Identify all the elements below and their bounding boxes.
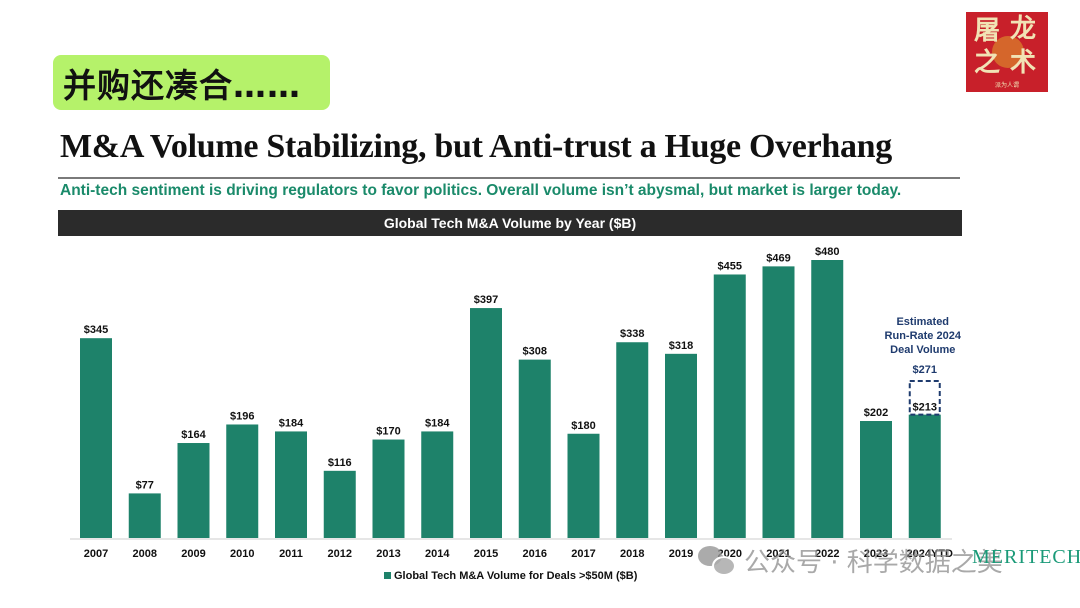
bar-value-label: $480: [815, 246, 839, 258]
x-tick-label: 2022: [815, 548, 839, 560]
legend-swatch: [384, 572, 391, 579]
bar-value-label: $308: [523, 346, 547, 358]
chart-title: Global Tech M&A Volume by Year ($B): [383, 215, 637, 231]
x-tick-label: 2016: [523, 548, 547, 560]
x-tick-label: 2008: [133, 548, 157, 560]
bar: [226, 424, 259, 538]
logo-emblem-icon: [992, 36, 1024, 68]
bar-value-label: $164: [181, 429, 206, 441]
x-tick-label: 2017: [571, 548, 595, 560]
bar-value-label: $184: [279, 417, 304, 429]
bar-value-label: $338: [620, 328, 644, 340]
bar: [470, 308, 502, 538]
x-tick-label: 2012: [328, 548, 352, 560]
legend-label: Global Tech M&A Volume for Deals >$50M (…: [394, 570, 638, 582]
bar-value-label: $318: [669, 340, 693, 352]
slide-title: M&A Volume Stabilizing, but Anti-trust a…: [60, 128, 892, 165]
title-divider: [58, 177, 960, 179]
bar-value-label: $170: [376, 426, 400, 438]
logo-char: 屠: [974, 16, 1001, 46]
bar-chart: $345 2007 $77 2008 $164 2009 $196 2010 $184 2011 $…: [70, 246, 962, 582]
bar-value-label: $455: [718, 260, 742, 272]
logo-char: 术: [1010, 48, 1037, 78]
x-tick-label: 2024YTD: [907, 548, 954, 560]
x-tick-label: 2007: [84, 548, 108, 560]
wechat-icon: [698, 545, 736, 576]
watermark: 公众号 · 科学数据之美: [698, 542, 1003, 579]
x-tick-label: 2011: [279, 548, 303, 560]
estimate-value-label: $271: [913, 364, 937, 376]
logo-char: 之: [974, 48, 1001, 78]
bar-value-label: $196: [230, 410, 254, 422]
estimate-annotation: Run-Rate 2024: [885, 330, 962, 342]
bar-value-label: $469: [766, 252, 790, 264]
chart-title-bar: Global Tech M&A Volume by Year ($B): [58, 210, 962, 236]
slide-subtitle: Anti-tech sentiment is driving regulator…: [60, 182, 902, 199]
bar: [128, 493, 161, 538]
bar: [811, 260, 844, 538]
bar: [665, 353, 697, 538]
logo-char: 龙: [1010, 14, 1037, 44]
logo-subtext: 派为人谓: [994, 83, 1019, 89]
bar: [177, 443, 210, 538]
logo: 屠 龙 之 术 派为人谓: [966, 12, 1048, 92]
bar-value-label: $397: [474, 294, 498, 306]
x-tick-label: 2014: [425, 548, 450, 560]
bar: [762, 266, 795, 538]
bar-value-label: $202: [864, 407, 888, 419]
brand-logo: MERITECH: [972, 546, 1080, 568]
estimate-annotation: Deal Volume: [890, 344, 955, 356]
bar: [323, 470, 356, 538]
x-tick-label: 2013: [376, 548, 400, 560]
bar-value-label: $180: [571, 420, 595, 432]
bar: [372, 439, 405, 538]
bar: [908, 414, 941, 538]
x-tick-label: 2018: [620, 548, 644, 560]
bar-value-label: $116: [328, 457, 352, 469]
x-tick-label: 2015: [474, 548, 498, 560]
bar: [860, 421, 892, 538]
x-tick-label: 2009: [181, 548, 205, 560]
watermark-text: 公众号 · 科学数据之美: [744, 548, 1003, 578]
bar: [275, 431, 307, 538]
estimate-annotation: Estimated: [896, 316, 949, 328]
x-tick-label: 2023: [864, 548, 888, 560]
section-tag: 并购还凑合……: [53, 55, 330, 110]
x-tick-label: 2021: [766, 548, 790, 560]
bar: [713, 274, 746, 538]
x-tick-label: 2010: [230, 548, 254, 560]
bar: [421, 431, 454, 538]
bar: [567, 433, 600, 538]
bar-value-label: $213: [913, 402, 937, 414]
bar-value-label: $184: [425, 417, 450, 429]
bar: [518, 359, 551, 538]
x-tick-label: 2019: [669, 548, 693, 560]
section-tag-label: 并购还凑合……: [63, 65, 301, 105]
bar-value-label: $77: [136, 479, 154, 491]
bar-value-label: $345: [84, 324, 108, 336]
bar: [80, 338, 112, 538]
bar: [616, 342, 649, 538]
